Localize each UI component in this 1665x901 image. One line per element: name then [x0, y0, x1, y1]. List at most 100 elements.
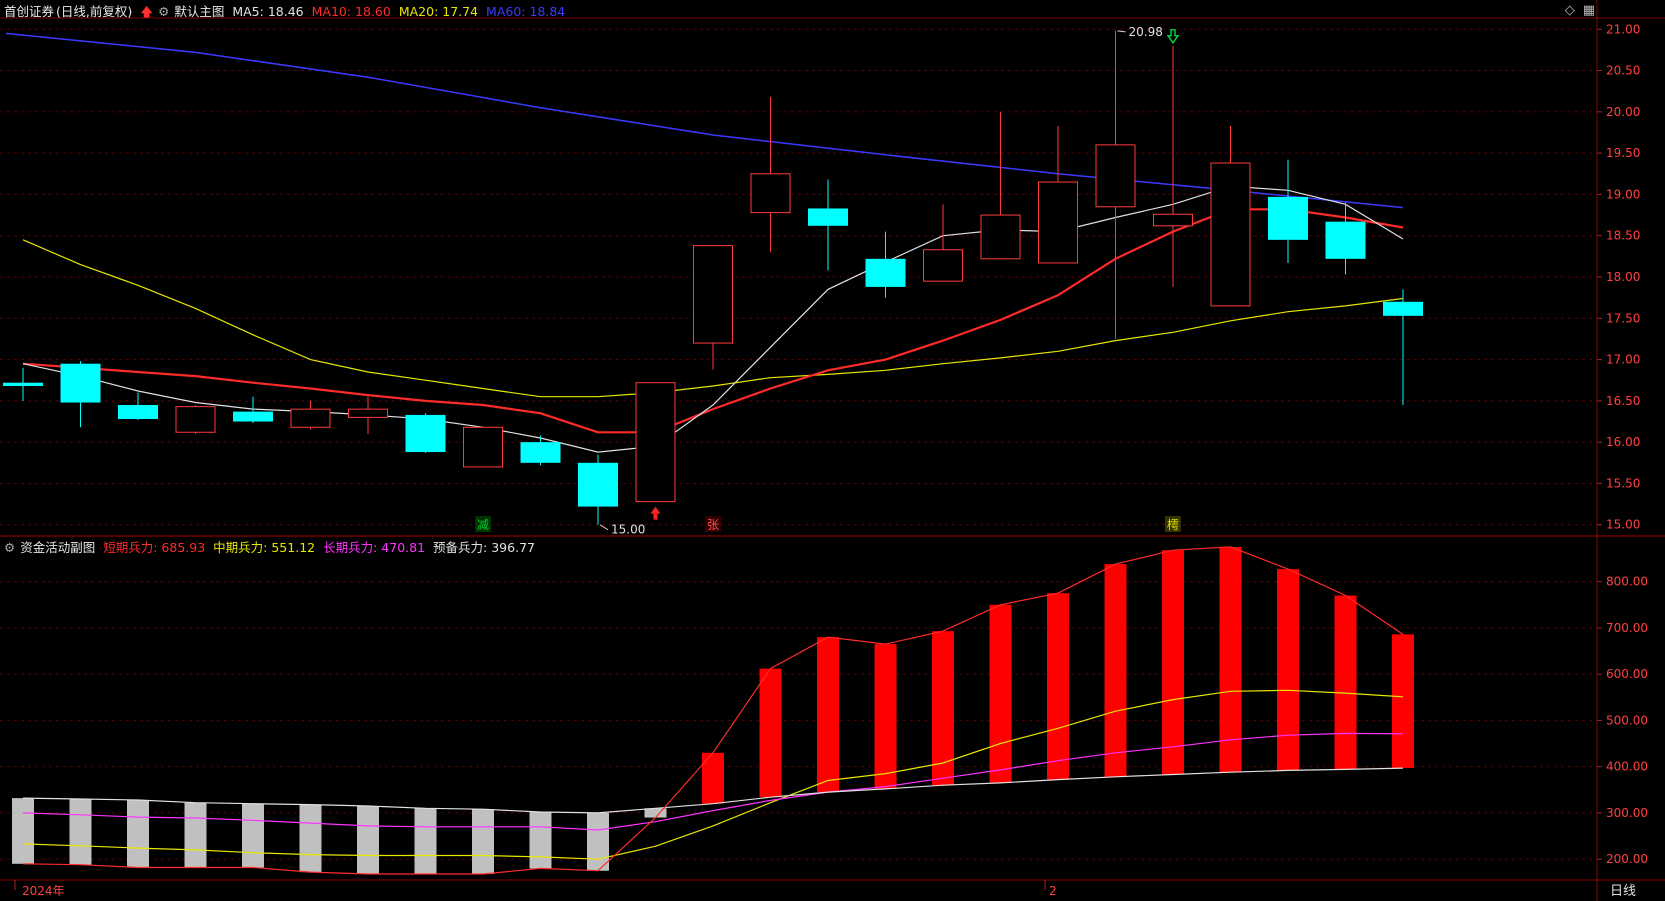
- stock-name[interactable]: 首创证券: [4, 4, 55, 19]
- candle: [808, 179, 848, 271]
- bars: [12, 546, 1414, 874]
- candle-body: [118, 405, 158, 420]
- force-bar: [932, 631, 954, 786]
- force-bar: [874, 644, 897, 789]
- y-tick-label: 500.00: [1606, 713, 1648, 727]
- force-bar: [357, 805, 379, 874]
- force-bar: [817, 637, 839, 793]
- y-tick-label: 17.50: [1606, 311, 1640, 325]
- candle-body: [1153, 213, 1193, 227]
- candle: [1038, 125, 1078, 264]
- candle: [290, 400, 331, 430]
- annotation-leader: [1117, 30, 1126, 33]
- mid-term-label: 中期兵力: 551.12: [213, 540, 316, 555]
- y-tick-label: 20.00: [1606, 105, 1640, 119]
- y-tick-label: 700.00: [1606, 621, 1648, 635]
- candle: [118, 392, 158, 420]
- signal-label: 樗: [1167, 517, 1179, 532]
- candle-body: [1325, 221, 1366, 259]
- ma20-label: MA20: 17.74: [398, 4, 479, 19]
- gear-icon[interactable]: ⚙: [158, 4, 170, 19]
- y-tick-label: 200.00: [1606, 852, 1648, 866]
- x-axis-year-label: 2024年: [22, 884, 65, 898]
- candle-body: [1038, 181, 1078, 264]
- short-term-label: 短期兵力: 685.93: [103, 540, 206, 555]
- grid-icon[interactable]: ▦: [1582, 3, 1595, 18]
- main-grid: 21.00 20.50 20.00 19.50 19.00 18.50 18.00 17.50…: [0, 22, 1640, 532]
- sell-arrow-icon: [1166, 29, 1180, 44]
- candle-body: [635, 382, 676, 503]
- force-bar: [472, 809, 494, 874]
- diamond-icon[interactable]: ◇: [1564, 3, 1575, 18]
- force-bar: [1162, 550, 1184, 775]
- candle-body: [980, 214, 1021, 260]
- signal-label: 减: [477, 518, 489, 532]
- candle: [923, 204, 963, 282]
- force-bar: [529, 812, 552, 869]
- force-bar: [1277, 569, 1299, 771]
- main-chart-header: 首创证券 (日线,前复权) 🡅 ⚙ 默认主图 MA5: 18.46 MA10: 18.60 M…: [4, 3, 573, 21]
- candle-body: [693, 245, 733, 344]
- candle: [3, 367, 43, 401]
- candle-body: [405, 414, 446, 453]
- candle-body: [923, 249, 963, 282]
- sub-chart-header: ⚙ 资金活动副图 短期兵力: 685.93 中期兵力: 551.12 长期兵力: 470…: [4, 539, 543, 557]
- mid-term-line: [22, 689, 1404, 860]
- y-tick-label: 21.00: [1606, 22, 1640, 36]
- candle: [348, 396, 388, 434]
- y-tick-label: 300.00: [1606, 806, 1648, 820]
- period-button[interactable]: 日线: [1610, 884, 1636, 899]
- force-bar: [989, 604, 1012, 783]
- y-tick-label: 20.50: [1606, 64, 1640, 78]
- ma60-label: MA60: 18.84: [486, 4, 566, 19]
- candle: [1325, 202, 1366, 275]
- candle-body: [578, 462, 618, 507]
- y-tick-label: 18.50: [1606, 229, 1640, 243]
- signal-badge: [1165, 516, 1181, 532]
- ma5-label: MA5: 18.46: [232, 4, 304, 19]
- candle-body: [463, 426, 503, 468]
- gear-icon[interactable]: ⚙: [4, 540, 16, 555]
- candles: [3, 30, 1423, 525]
- annotation-leader: [599, 524, 609, 531]
- candle-body: [750, 173, 791, 214]
- force-bar: [69, 799, 92, 865]
- template-label[interactable]: 默认主图: [174, 4, 225, 19]
- candle-body: [1383, 301, 1423, 316]
- force-bar: [1334, 595, 1357, 770]
- sub-grid: 800.00 700.00 600.00 500.00 400.00 300.00 200.…: [0, 575, 1648, 866]
- reserve-line: [22, 767, 1404, 814]
- candle: [175, 405, 216, 434]
- force-bar: [127, 799, 149, 868]
- candle-body: [233, 411, 273, 422]
- candle: [1210, 125, 1251, 307]
- candle-body: [1210, 162, 1251, 307]
- short-term-line: [22, 546, 1404, 875]
- y-tick-label: 15.50: [1606, 476, 1640, 490]
- candle-body: [1095, 144, 1136, 208]
- candle: [60, 361, 101, 428]
- x-axis-month-label: 2: [1049, 884, 1057, 898]
- candle: [750, 96, 791, 253]
- y-tick-label: 800.00: [1606, 575, 1648, 589]
- candle-body: [60, 363, 101, 403]
- force-bar: [242, 803, 264, 868]
- candle: [578, 454, 618, 525]
- force-bar: [12, 798, 34, 864]
- candle: [405, 413, 446, 453]
- candle-body: [520, 442, 561, 463]
- force-bar: [644, 808, 667, 818]
- y-tick-label: 16.50: [1606, 394, 1640, 408]
- candle: [980, 111, 1021, 260]
- candle-body: [348, 408, 388, 418]
- ma60-line: [5, 32, 1404, 209]
- price-annotation: 20.98: [1129, 25, 1163, 39]
- candle-body: [865, 258, 906, 287]
- sub-chart-title[interactable]: 资金活动副图: [20, 540, 96, 555]
- candle: [1153, 45, 1193, 287]
- force-bar: [587, 812, 609, 871]
- candle-body: [3, 382, 43, 387]
- signal-label: 张: [707, 518, 719, 532]
- long-term-label: 长期兵力: 470.81: [323, 540, 426, 555]
